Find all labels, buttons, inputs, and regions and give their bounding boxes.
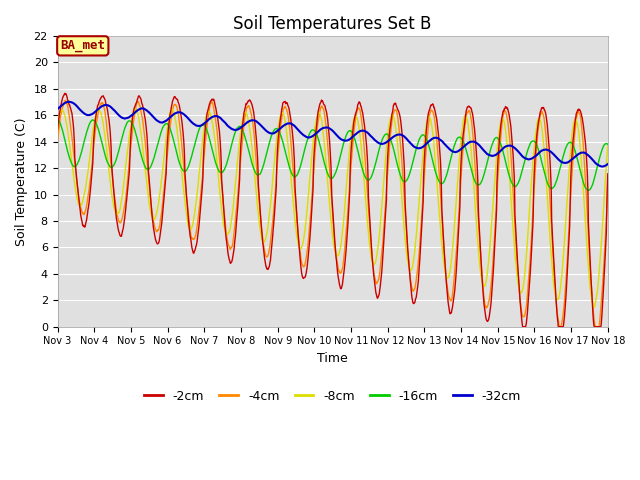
- Text: BA_met: BA_met: [60, 39, 105, 52]
- Title: Soil Temperatures Set B: Soil Temperatures Set B: [234, 15, 432, 33]
- Y-axis label: Soil Temperature (C): Soil Temperature (C): [15, 117, 28, 246]
- X-axis label: Time: Time: [317, 352, 348, 365]
- Legend: -2cm, -4cm, -8cm, -16cm, -32cm: -2cm, -4cm, -8cm, -16cm, -32cm: [139, 385, 526, 408]
